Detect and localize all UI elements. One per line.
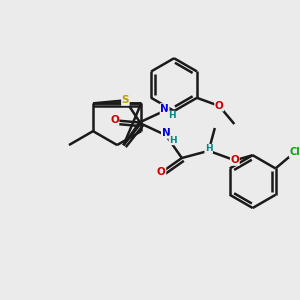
- Text: H: H: [169, 136, 177, 145]
- Text: O: O: [157, 167, 166, 177]
- Text: N: N: [160, 104, 169, 114]
- Text: H: H: [168, 111, 175, 120]
- Text: S: S: [122, 95, 129, 105]
- Text: O: O: [230, 155, 239, 165]
- Text: N: N: [161, 128, 170, 138]
- Text: O: O: [215, 101, 224, 111]
- Text: Cl: Cl: [289, 147, 300, 157]
- Text: H: H: [205, 144, 212, 153]
- Text: O: O: [110, 115, 119, 125]
